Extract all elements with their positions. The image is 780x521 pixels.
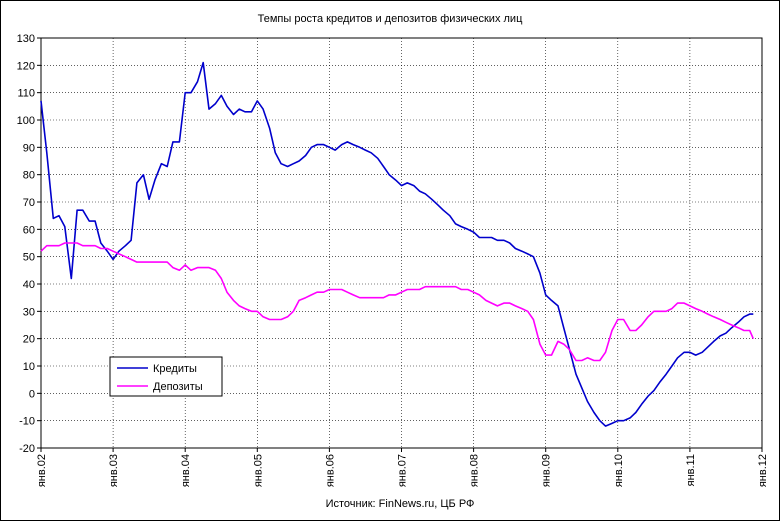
x-tick-label: янв.09	[541, 454, 553, 487]
legend-label-deposits: Депозиты	[153, 381, 203, 393]
y-tick-label: 120	[17, 60, 35, 72]
x-tick-label: янв.07	[397, 454, 409, 487]
legend-box	[109, 356, 223, 397]
y-tick-label: 0	[29, 388, 35, 400]
x-tick-label: янв.11	[685, 454, 697, 486]
y-tick-label: -10	[19, 416, 35, 428]
x-tick-label: янв.03	[108, 454, 120, 487]
legend: Кредиты Депозиты	[109, 356, 223, 397]
y-tick-label: 50	[23, 252, 35, 264]
y-tick-label: 40	[23, 279, 35, 291]
x-tick-label: янв.06	[324, 454, 336, 487]
chart-title: Темпы роста кредитов и депозитов физичес…	[258, 13, 523, 25]
y-tick-label: 30	[23, 306, 35, 318]
y-tick-label: 80	[23, 170, 35, 182]
chart-source: Источник: FinNews.ru, ЦБ РФ	[326, 498, 475, 510]
x-tick-label: янв.08	[469, 454, 481, 487]
y-tick-label: 10	[23, 361, 35, 373]
y-tick-label: 130	[17, 33, 35, 45]
y-tick-label: 20	[23, 334, 35, 346]
x-tick-label: янв.10	[613, 454, 625, 487]
series-line-credits	[40, 61, 754, 427]
y-tick-label: 100	[17, 115, 35, 127]
x-tick-label: янв.04	[180, 454, 192, 487]
y-tick-label: -20	[19, 443, 35, 455]
y-tick-label: 60	[23, 224, 35, 236]
y-tick-label: 110	[17, 88, 35, 100]
x-tick-label: янв.12	[757, 454, 769, 487]
y-axis: -20 -10 0 10 20 30 40 50 60 70 80 90 100 110 120 130	[17, 33, 41, 455]
y-tick-label: 90	[23, 142, 35, 154]
series-lines	[40, 61, 755, 427]
x-tick-label: янв.05	[252, 454, 264, 487]
y-tick-label: 70	[23, 197, 35, 209]
legend-label-credits: Кредиты	[153, 363, 197, 375]
series-line-deposits	[40, 242, 755, 362]
x-tick-label: янв.02	[36, 454, 48, 487]
x-axis: янв.02 янв.03 янв.04 янв.05 янв.06 янв.07 янв.…	[36, 448, 769, 487]
